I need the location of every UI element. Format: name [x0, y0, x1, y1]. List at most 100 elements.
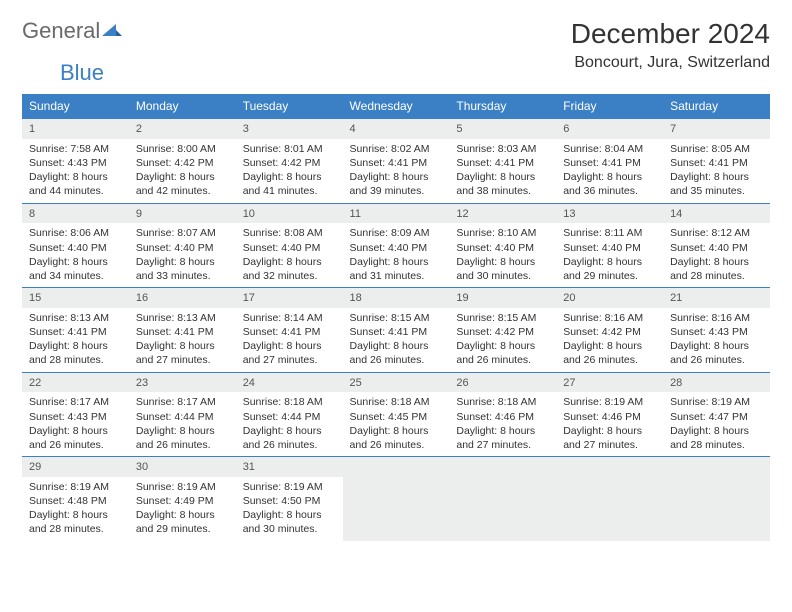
- daylight-line: Daylight: 8 hours and 41 minutes.: [243, 170, 336, 198]
- sunrise-line: Sunrise: 8:19 AM: [563, 395, 656, 409]
- day-number: 5: [449, 119, 556, 139]
- daylight-line: Daylight: 8 hours and 26 minutes.: [456, 339, 549, 367]
- sunrise-line: Sunrise: 8:19 AM: [136, 480, 229, 494]
- daylight-line: Daylight: 8 hours and 32 minutes.: [243, 255, 336, 283]
- sunset-line: Sunset: 4:41 PM: [350, 325, 443, 339]
- sunset-line: Sunset: 4:41 PM: [350, 156, 443, 170]
- daylight-line: Daylight: 8 hours and 26 minutes.: [670, 339, 763, 367]
- day-content: Sunrise: 8:17 AMSunset: 4:44 PMDaylight:…: [129, 392, 236, 456]
- calendar-cell: 1Sunrise: 7:58 AMSunset: 4:43 PMDaylight…: [22, 119, 129, 204]
- day-content: Sunrise: 8:13 AMSunset: 4:41 PMDaylight:…: [129, 308, 236, 372]
- daylight-line: Daylight: 8 hours and 34 minutes.: [29, 255, 122, 283]
- sunset-line: Sunset: 4:40 PM: [243, 241, 336, 255]
- sunrise-line: Sunrise: 8:18 AM: [243, 395, 336, 409]
- sunrise-line: Sunrise: 8:19 AM: [670, 395, 763, 409]
- calendar-cell: 20Sunrise: 8:16 AMSunset: 4:42 PMDayligh…: [556, 288, 663, 373]
- calendar-cell: 28Sunrise: 8:19 AMSunset: 4:47 PMDayligh…: [663, 372, 770, 457]
- daylight-line: Daylight: 8 hours and 42 minutes.: [136, 170, 229, 198]
- calendar-cell: [663, 457, 770, 541]
- sunset-line: Sunset: 4:40 PM: [350, 241, 443, 255]
- day-number: 12: [449, 204, 556, 224]
- calendar-cell: 9Sunrise: 8:07 AMSunset: 4:40 PMDaylight…: [129, 203, 236, 288]
- calendar-cell: 22Sunrise: 8:17 AMSunset: 4:43 PMDayligh…: [22, 372, 129, 457]
- day-header: Thursday: [449, 94, 556, 119]
- day-content: Sunrise: 8:13 AMSunset: 4:41 PMDaylight:…: [22, 308, 129, 372]
- sunrise-line: Sunrise: 8:08 AM: [243, 226, 336, 240]
- sunrise-line: Sunrise: 8:04 AM: [563, 142, 656, 156]
- day-number: 26: [449, 373, 556, 393]
- calendar-cell: 5Sunrise: 8:03 AMSunset: 4:41 PMDaylight…: [449, 119, 556, 204]
- daylight-line: Daylight: 8 hours and 39 minutes.: [350, 170, 443, 198]
- sunrise-line: Sunrise: 8:11 AM: [563, 226, 656, 240]
- sunrise-line: Sunrise: 8:12 AM: [670, 226, 763, 240]
- daylight-line: Daylight: 8 hours and 28 minutes.: [29, 339, 122, 367]
- calendar-cell: 19Sunrise: 8:15 AMSunset: 4:42 PMDayligh…: [449, 288, 556, 373]
- calendar-cell: [556, 457, 663, 541]
- logo-text-2: Blue: [60, 60, 792, 86]
- sunset-line: Sunset: 4:40 PM: [29, 241, 122, 255]
- sunrise-line: Sunrise: 8:05 AM: [670, 142, 763, 156]
- day-content: Sunrise: 8:04 AMSunset: 4:41 PMDaylight:…: [556, 139, 663, 203]
- day-number: 30: [129, 457, 236, 477]
- calendar-cell: 31Sunrise: 8:19 AMSunset: 4:50 PMDayligh…: [236, 457, 343, 541]
- day-content: Sunrise: 8:03 AMSunset: 4:41 PMDaylight:…: [449, 139, 556, 203]
- sunset-line: Sunset: 4:42 PM: [563, 325, 656, 339]
- day-number: 1: [22, 119, 129, 139]
- day-number: 23: [129, 373, 236, 393]
- day-content: Sunrise: 8:12 AMSunset: 4:40 PMDaylight:…: [663, 223, 770, 287]
- day-number: 21: [663, 288, 770, 308]
- day-header: Monday: [129, 94, 236, 119]
- day-content: Sunrise: 8:18 AMSunset: 4:44 PMDaylight:…: [236, 392, 343, 456]
- sunrise-line: Sunrise: 8:17 AM: [136, 395, 229, 409]
- calendar-cell: 16Sunrise: 8:13 AMSunset: 4:41 PMDayligh…: [129, 288, 236, 373]
- calendar-cell: 30Sunrise: 8:19 AMSunset: 4:49 PMDayligh…: [129, 457, 236, 541]
- calendar-cell: 21Sunrise: 8:16 AMSunset: 4:43 PMDayligh…: [663, 288, 770, 373]
- day-number: 17: [236, 288, 343, 308]
- daylight-line: Daylight: 8 hours and 35 minutes.: [670, 170, 763, 198]
- calendar-cell: 6Sunrise: 8:04 AMSunset: 4:41 PMDaylight…: [556, 119, 663, 204]
- calendar-cell: [343, 457, 450, 541]
- day-number: 15: [22, 288, 129, 308]
- sunset-line: Sunset: 4:47 PM: [670, 410, 763, 424]
- day-content: Sunrise: 8:02 AMSunset: 4:41 PMDaylight:…: [343, 139, 450, 203]
- daylight-line: Daylight: 8 hours and 26 minutes.: [350, 424, 443, 452]
- day-content: Sunrise: 8:16 AMSunset: 4:42 PMDaylight:…: [556, 308, 663, 372]
- day-content: Sunrise: 8:18 AMSunset: 4:45 PMDaylight:…: [343, 392, 450, 456]
- daylight-line: Daylight: 8 hours and 31 minutes.: [350, 255, 443, 283]
- day-number: 16: [129, 288, 236, 308]
- sunrise-line: Sunrise: 8:18 AM: [456, 395, 549, 409]
- sunrise-line: Sunrise: 8:09 AM: [350, 226, 443, 240]
- day-number: 7: [663, 119, 770, 139]
- day-header: Friday: [556, 94, 663, 119]
- sunset-line: Sunset: 4:41 PM: [136, 325, 229, 339]
- sunrise-line: Sunrise: 8:17 AM: [29, 395, 122, 409]
- sunset-line: Sunset: 4:40 PM: [670, 241, 763, 255]
- sunset-line: Sunset: 4:41 PM: [563, 156, 656, 170]
- day-number: 18: [343, 288, 450, 308]
- sunrise-line: Sunrise: 8:15 AM: [456, 311, 549, 325]
- sunset-line: Sunset: 4:48 PM: [29, 494, 122, 508]
- sunrise-line: Sunrise: 8:19 AM: [243, 480, 336, 494]
- sunrise-line: Sunrise: 8:00 AM: [136, 142, 229, 156]
- day-number: 2: [129, 119, 236, 139]
- sunrise-line: Sunrise: 8:13 AM: [136, 311, 229, 325]
- day-content: Sunrise: 8:01 AMSunset: 4:42 PMDaylight:…: [236, 139, 343, 203]
- day-header: Tuesday: [236, 94, 343, 119]
- daylight-line: Daylight: 8 hours and 28 minutes.: [29, 508, 122, 536]
- calendar-cell: 25Sunrise: 8:18 AMSunset: 4:45 PMDayligh…: [343, 372, 450, 457]
- day-content: Sunrise: 8:17 AMSunset: 4:43 PMDaylight:…: [22, 392, 129, 456]
- sunset-line: Sunset: 4:40 PM: [563, 241, 656, 255]
- sunset-line: Sunset: 4:41 PM: [29, 325, 122, 339]
- sunset-line: Sunset: 4:46 PM: [456, 410, 549, 424]
- day-content: Sunrise: 8:09 AMSunset: 4:40 PMDaylight:…: [343, 223, 450, 287]
- day-number: 29: [22, 457, 129, 477]
- day-content: Sunrise: 8:08 AMSunset: 4:40 PMDaylight:…: [236, 223, 343, 287]
- day-content: Sunrise: 8:16 AMSunset: 4:43 PMDaylight:…: [663, 308, 770, 372]
- daylight-line: Daylight: 8 hours and 27 minutes.: [136, 339, 229, 367]
- calendar-cell: [449, 457, 556, 541]
- sunset-line: Sunset: 4:43 PM: [29, 156, 122, 170]
- daylight-line: Daylight: 8 hours and 29 minutes.: [136, 508, 229, 536]
- calendar-cell: 18Sunrise: 8:15 AMSunset: 4:41 PMDayligh…: [343, 288, 450, 373]
- sunset-line: Sunset: 4:42 PM: [136, 156, 229, 170]
- sunrise-line: Sunrise: 8:13 AM: [29, 311, 122, 325]
